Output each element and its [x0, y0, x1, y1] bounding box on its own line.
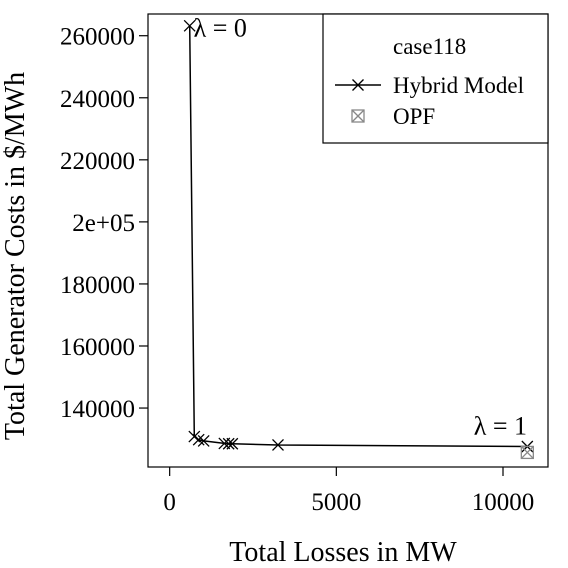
- y-tick-label: 220000: [60, 148, 135, 175]
- plot-series: [183, 19, 534, 460]
- x-tick-label: 0: [163, 489, 176, 516]
- legend-entry: Hybrid Model: [335, 73, 524, 98]
- y-tick-label: 240000: [60, 86, 135, 113]
- marker-stroke: [351, 109, 365, 123]
- legend-title: case118: [393, 34, 466, 59]
- x-tick-label: 10000: [472, 489, 535, 516]
- legend-label: OPF: [393, 104, 435, 129]
- lambda-annotation: λ = 0: [194, 14, 247, 43]
- y-tick-label: 140000: [60, 396, 135, 423]
- series-opf: [520, 445, 534, 460]
- marker-stroke: [520, 445, 534, 459]
- data-point: [226, 437, 239, 450]
- x-axis-label: Total Losses in MW: [229, 537, 457, 568]
- lambda-annotation: λ = 1: [474, 412, 527, 441]
- marker-stroke: [226, 437, 239, 450]
- y-tick-label: 2e+05: [72, 210, 135, 237]
- marker-stroke: [272, 439, 284, 451]
- legend-label: Hybrid Model: [393, 73, 524, 98]
- legend-marker: [352, 79, 364, 91]
- legend: case118 Hybrid Model OPF: [322, 13, 549, 144]
- marker-stroke: [222, 437, 235, 450]
- marker-stroke: [188, 430, 201, 443]
- annotations: λ = 0 λ = 1: [194, 14, 527, 441]
- x-tick-label: 5000: [311, 489, 361, 516]
- y-axis-label: Total Generator Costs in $/MWh: [0, 72, 31, 440]
- series-hybrid-model: [183, 19, 534, 453]
- marker-stroke: [192, 433, 205, 446]
- y-tick-label: 160000: [60, 334, 135, 361]
- data-point: [222, 437, 235, 450]
- legend-marker: [351, 109, 365, 123]
- axes: 0 5000 10000 140000 160000 180000 2e+05 220000 2…: [60, 13, 549, 516]
- marker-stroke: [352, 79, 364, 91]
- marker-stroke: [197, 434, 210, 447]
- legend-entry: OPF: [351, 104, 435, 129]
- data-point: [183, 19, 196, 32]
- data-point: [197, 434, 210, 447]
- data-point: [520, 445, 534, 460]
- data-point: [272, 439, 284, 451]
- y-tick-label: 260000: [60, 24, 135, 51]
- y-tick-label: 180000: [60, 272, 135, 299]
- marker-box: [520, 445, 534, 460]
- data-point: [192, 433, 205, 446]
- marker-box: [351, 109, 365, 123]
- marker-stroke: [183, 19, 196, 32]
